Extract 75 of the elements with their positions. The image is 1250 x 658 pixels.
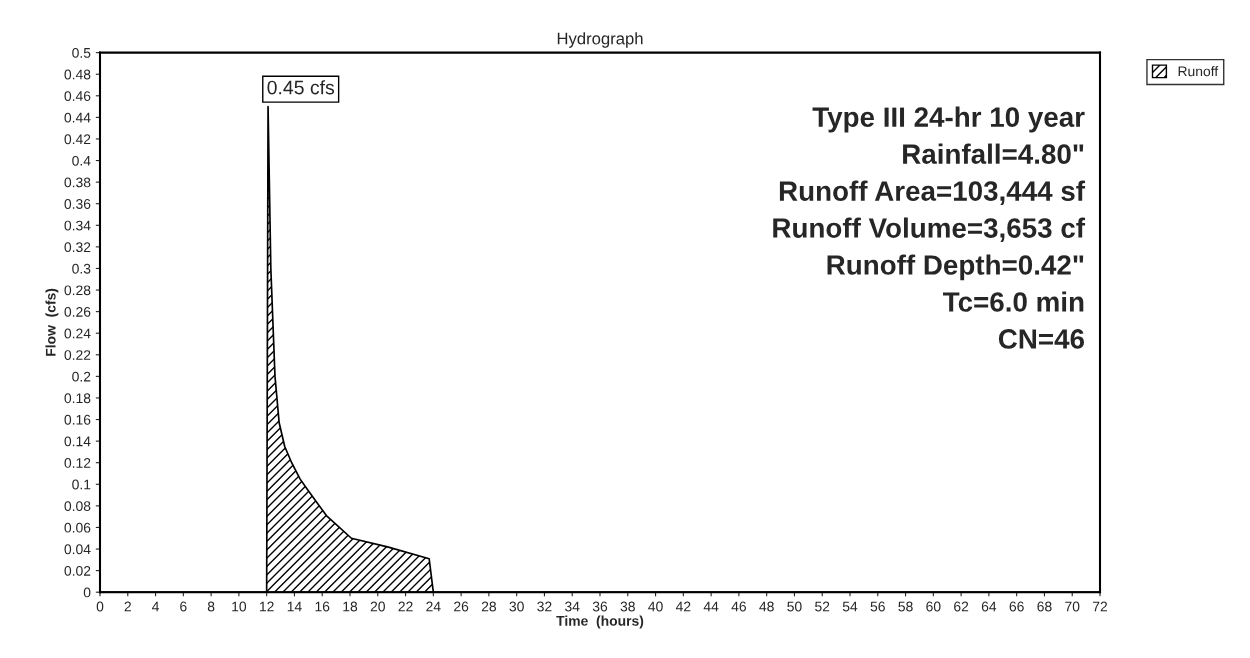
x-tick-label: 62 — [954, 601, 969, 612]
x-tick-label: 60 — [926, 601, 941, 612]
y-tick-label: 0.46 — [64, 91, 91, 101]
y-tick-label: 0.4 — [72, 155, 91, 166]
x-tick-label: 38 — [620, 601, 635, 612]
y-tick-label: 0.18 — [64, 393, 91, 404]
y-tick-label: 0.24 — [64, 328, 91, 339]
x-tick-label: 46 — [731, 601, 746, 612]
annotation: Rainfall=4.80" — [903, 143, 1084, 164]
x-tick-label: 44 — [703, 601, 719, 612]
y-tick-label: 0.14 — [64, 436, 91, 447]
x-axis-title: Time (hours) — [556, 615, 644, 629]
x-tick-label: 48 — [759, 601, 774, 612]
x-tick-label: 18 — [343, 601, 358, 612]
y-tick-label: 0.26 — [64, 306, 91, 317]
x-tick-label: 40 — [648, 601, 663, 612]
y-tick-label: 0.38 — [64, 177, 91, 188]
y-tick-label: 0.02 — [64, 565, 91, 576]
y-tick-label: 0.5 — [72, 47, 91, 58]
annotation: Type III 24-hr 10 year — [812, 106, 1085, 133]
x-tick-label: 4 — [152, 601, 160, 612]
y-tick-label: 0.44 — [64, 112, 91, 123]
y-tick-label: 0.06 — [64, 522, 91, 533]
chart-title: Hydrograph — [557, 32, 643, 48]
x-tick-label: 10 — [232, 601, 247, 612]
x-tick-label: 34 — [565, 601, 580, 612]
y-axis-title: Flow (cfs) — [45, 288, 59, 356]
x-tick-label: 14 — [287, 601, 302, 612]
y-tick-label: 0.1 — [72, 479, 91, 490]
x-tick-label: 28 — [481, 601, 497, 612]
x-tick-label: 32 — [537, 601, 552, 612]
x-tick-label: 56 — [870, 601, 885, 612]
x-tick-label: 24 — [426, 601, 441, 612]
y-tick-label: 0.28 — [64, 285, 91, 296]
y-tick-label: 0 — [83, 587, 91, 598]
x-tick-label: 54 — [842, 601, 858, 612]
y-tick-label: 0.16 — [64, 414, 91, 425]
x-tick-label: 22 — [398, 601, 413, 612]
annotation: Runoff Area=103,444 sf — [779, 180, 1086, 205]
x-tick-label: 26 — [454, 601, 469, 612]
x-tick-label: 50 — [787, 601, 802, 612]
y-tick-label: 0.04 — [64, 544, 91, 555]
x-tick-label: 36 — [592, 601, 608, 612]
y-tick-label: 0.08 — [64, 501, 91, 512]
x-tick-label: 2 — [124, 601, 131, 612]
y-tick-label: 0.36 — [64, 199, 91, 209]
x-tick-label: 58 — [898, 601, 913, 612]
y-tick-label: 0.22 — [64, 350, 91, 360]
x-tick-label: 20 — [370, 601, 385, 612]
y-tick-label: 0.42 — [64, 134, 91, 145]
x-tick-label: 6 — [180, 601, 187, 612]
x-tick-label: 70 — [1065, 601, 1080, 612]
legend-label: Runoff — [1178, 66, 1219, 77]
y-tick-label: 0.12 — [64, 458, 91, 468]
x-tick-label: 64 — [981, 601, 997, 612]
y-tick-label: 0.34 — [64, 220, 91, 231]
x-tick-label: 66 — [1009, 601, 1024, 612]
x-tick-label: 72 — [1092, 601, 1108, 612]
annotation: Runoff Depth=0.42" — [827, 254, 1084, 281]
y-tick-label: 0.32 — [64, 242, 91, 253]
x-tick-label: 12 — [260, 601, 274, 612]
annotation: 0.45 cfs — [267, 80, 335, 95]
x-tick-label: 52 — [815, 601, 830, 612]
annotation: Tc=6.0 min — [943, 291, 1084, 312]
x-tick-label: 8 — [207, 601, 215, 612]
annotation: CN=46 — [998, 329, 1084, 349]
x-tick-label: 42 — [675, 601, 691, 612]
y-tick-label: 0.2 — [72, 371, 91, 382]
y-tick-label: 0.48 — [64, 69, 91, 80]
x-tick-label: 68 — [1037, 601, 1052, 612]
x-tick-label: 30 — [509, 601, 524, 612]
y-tick-label: 0.3 — [72, 263, 91, 274]
x-tick-label: 16 — [315, 601, 330, 612]
annotation: Runoff Volume=3,653 cf — [773, 217, 1086, 242]
x-tick-label: 0 — [96, 601, 104, 612]
